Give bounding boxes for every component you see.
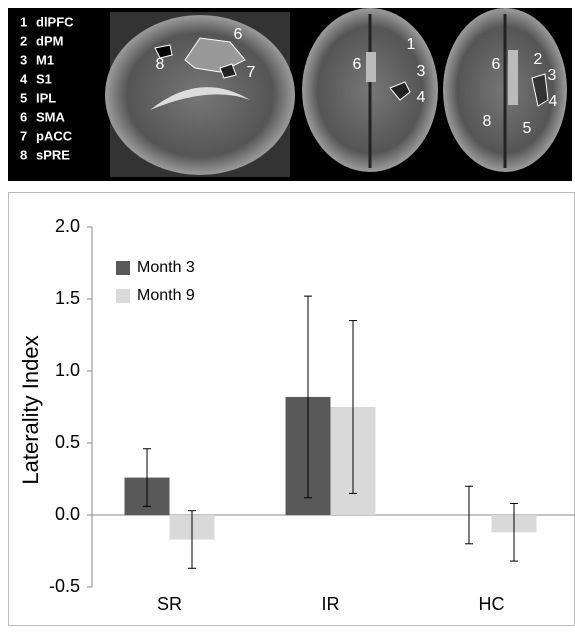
region-name: pACC <box>36 128 73 143</box>
x-tick-label: HC <box>479 594 505 614</box>
brain-images <box>105 8 567 177</box>
image-label: 6 <box>492 56 501 73</box>
legend-swatch <box>116 289 130 303</box>
image-label: 7 <box>247 64 256 81</box>
region-number: 1 <box>20 14 27 29</box>
region-name: S1 <box>36 71 52 86</box>
x-tick-label: SR <box>157 594 182 614</box>
y-axis-label: Laterality Index <box>18 335 43 484</box>
legend-label: Month 9 <box>137 287 195 304</box>
y-tick-label: 1.5 <box>55 288 80 308</box>
region-name: dlPFC <box>36 14 74 29</box>
image-label: 5 <box>523 120 532 137</box>
image-label: 4 <box>549 93 558 110</box>
y-tick-label: 0.0 <box>55 504 80 524</box>
image-label: 1 <box>407 36 416 53</box>
region-name: sPRE <box>36 147 70 162</box>
region-number: 7 <box>20 128 27 143</box>
y-tick-label: 1.0 <box>55 360 80 380</box>
image-label: 8 <box>483 113 492 130</box>
y-tick-label: -0.5 <box>49 576 80 596</box>
x-tick-label: IR <box>322 594 340 614</box>
region-number: 3 <box>20 52 27 67</box>
image-label: 6 <box>353 56 362 73</box>
image-label: 3 <box>417 63 426 80</box>
figure: Laterality Index 1 dlPFC 2 dPM 3 M1 4 S1 5 IPL 6 SM… <box>0 0 575 630</box>
region-number: 8 <box>20 147 27 162</box>
region-name: M1 <box>36 52 54 67</box>
region-name: IPL <box>36 90 56 105</box>
y-tick-label: 2.0 <box>55 216 80 236</box>
legend-swatch <box>116 261 130 275</box>
image-label: 4 <box>417 89 426 106</box>
region-number: 2 <box>20 33 27 48</box>
region-name: SMA <box>36 109 66 124</box>
region-number: 6 <box>20 109 27 124</box>
image-label: 3 <box>548 67 557 84</box>
image-label: 6 <box>234 26 243 43</box>
image-label: 2 <box>534 51 543 68</box>
legend-label: Month 3 <box>137 259 195 276</box>
region-name: dPM <box>36 33 63 48</box>
image-label: 8 <box>156 56 165 73</box>
y-tick-label: 0.5 <box>55 432 80 452</box>
region-number: 4 <box>20 71 28 86</box>
region-number: 5 <box>20 90 27 105</box>
